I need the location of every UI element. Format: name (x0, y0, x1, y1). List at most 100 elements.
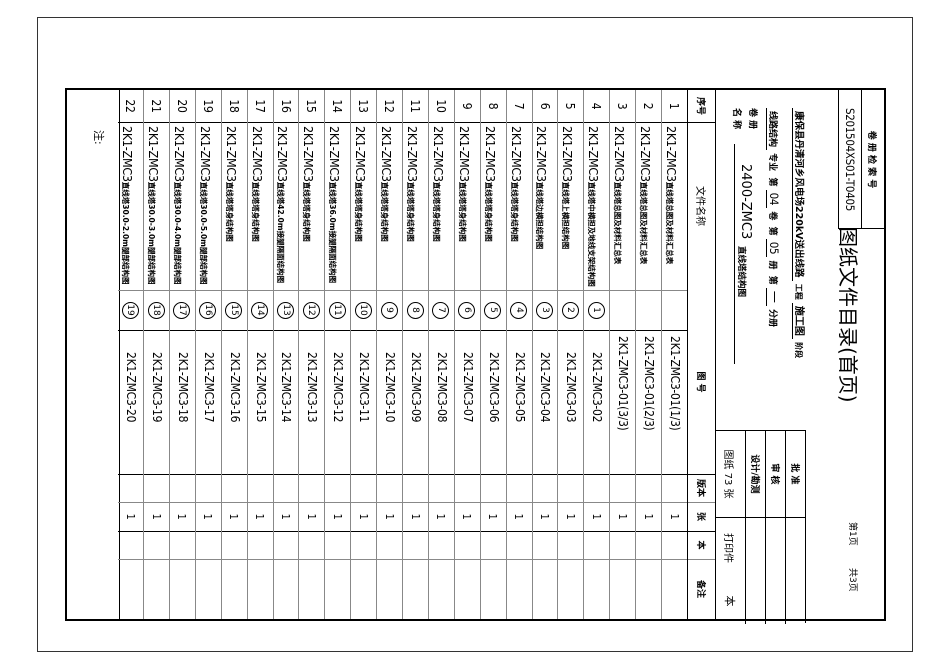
volume-name-code: 2400-ZMC3 (738, 164, 753, 240)
row-number: 18 (226, 99, 241, 113)
row-number: 6 (537, 102, 552, 110)
sheet-count: 1 (460, 513, 474, 520)
file-name: 2K1-ZMC3直线塔总图及材料汇总表 (611, 126, 630, 264)
sub-book-suffix: 分册 (767, 309, 777, 328)
table-row: 1 2K1-ZMC3直线塔总图及材料汇总表 2K1-ZMC3-01(1/3) 1 (662, 90, 688, 619)
sequence-circle: 9 (376, 290, 402, 330)
sequence-circle: 11 (324, 290, 350, 330)
file-title: 直线塔塔身结构图 (224, 181, 234, 242)
sequence-circle: 4 (506, 290, 532, 330)
sequence-number: 9 (380, 301, 398, 319)
file-title: 直线塔塔身结构图 (431, 181, 441, 242)
table-row: 17 2K1-ZMC3直线塔塔身结构图 14 2K1-ZMC3-15 1 (247, 90, 274, 619)
drawing-number: 2K1-ZMC3-06 (486, 352, 501, 423)
index-code-label: 卷 册 检 索 号 (866, 130, 876, 189)
col-header-remarks: 备注 (695, 579, 705, 598)
file-title: 直线塔塔身结构图 (302, 181, 312, 242)
row-number: 7 (511, 102, 526, 110)
table-row: 6 2K1-ZMC3直线塔边横担结构图 3 2K1-ZMC3-04 1 (532, 90, 559, 619)
file-name: 2K1-ZMC3直线塔总图及材料汇总表 (663, 126, 682, 264)
table-row: 8 2K1-ZMC3直线塔塔身结构图 5 2K1-ZMC3-06 1 (480, 90, 507, 619)
col-header-copies: 本 (695, 540, 705, 550)
file-title: 直线塔30.0-2.0m腿部结构图 (121, 181, 131, 285)
row-number: 8 (485, 102, 500, 110)
sequence-circle: 15 (221, 290, 247, 330)
file-code: 2K1-ZMC3 (249, 126, 265, 182)
table-row: 20 2K1-ZMC3直线塔30.0-4.0m腿部结构图 17 2K1-ZMC3-18… (170, 90, 196, 619)
design-label: 设计/勘测 (749, 454, 759, 494)
file-title: 直线塔塔身结构图 (250, 181, 260, 242)
file-code: 2K1-ZMC3 (638, 126, 654, 182)
file-name: 2K1-ZMC3直线塔30.0-2.0m腿部结构图 (119, 126, 138, 284)
sequence-number: 15 (225, 301, 243, 319)
print-unit: 本 (723, 595, 736, 607)
notes-label: 注: (92, 130, 105, 145)
stage: 施工图 (792, 302, 804, 339)
sheet-count: 1 (175, 513, 189, 520)
table-row: 12 2K1-ZMC3直线塔塔身结构图 9 2K1-ZMC3-10 1 (376, 90, 404, 619)
drawing-number: 2K1-ZMC3-17 (201, 352, 216, 423)
project-suffix: 工程 (794, 283, 803, 300)
sequence-number: 18 (147, 301, 165, 319)
file-title: 直线塔塔身结构图 (457, 181, 467, 242)
file-name: 2K1-ZMC3直线塔上横担结构图 (559, 126, 578, 249)
project-name: 康保县丹清河乡风电场220kV送出线路 (792, 108, 804, 281)
file-code: 2K1-ZMC3 (664, 126, 679, 182)
volume-name-label-2: 名 称 (731, 108, 741, 130)
sequence-number: 19 (121, 301, 139, 319)
sheet-count: 1 (589, 513, 603, 520)
file-code: 2K1-ZMC3 (379, 126, 395, 182)
file-title: 直线塔上横担结构图 (561, 181, 571, 250)
print-label: 打印件 (722, 533, 734, 563)
row-number: 12 (382, 99, 397, 113)
book-number: 05 (766, 238, 781, 258)
file-title: 直线塔总图及材料汇总表 (639, 181, 649, 265)
sequence-circle: 10 (350, 290, 376, 330)
sheet-count: 1 (382, 513, 396, 520)
sheet-count: 1 (486, 513, 500, 520)
sequence-circle: 14 (247, 290, 273, 330)
sheet-count: 1 (123, 513, 137, 520)
drawing-number: 2K1-ZMC3-15 (253, 352, 268, 423)
sequence-number: 16 (199, 301, 217, 319)
drawing-number: 2K1-ZMC3-10 (383, 352, 398, 423)
drawing-number: 2K1-ZMC3-01(2/3) (642, 336, 657, 431)
table-row: 10 2K1-ZMC3直线塔塔身结构图 7 2K1-ZMC3-08 1 (429, 90, 455, 619)
sequence-number: 10 (354, 301, 372, 319)
file-title: 直线塔边横担结构图 (535, 181, 545, 250)
file-name: 2K1-ZMC3直线塔塔身结构图 (404, 126, 423, 242)
sequence-number: 17 (173, 301, 191, 319)
drawing-number: 2K1-ZMC3-18 (175, 352, 190, 423)
drawing-number: 2K1-ZMC3-14 (279, 352, 294, 423)
file-title: 直线塔塔身结构图 (380, 181, 390, 242)
file-title: 直线塔总图及材料汇总表 (613, 181, 623, 265)
drawing-number: 2K1-ZMC3-09 (409, 352, 423, 423)
sequence-circle: 13 (273, 290, 299, 330)
sheet-count: 1 (330, 513, 344, 520)
sequence-number: 13 (277, 301, 295, 319)
file-code: 2K1-ZMC3 (146, 126, 161, 182)
table-row: 11 2K1-ZMC3直线塔塔身结构图 8 2K1-ZMC3-09 1 (403, 90, 429, 619)
project-line: 康保县丹清河乡风电场220kV送出线路 工程 施工图 阶段 (792, 108, 808, 358)
row-number: 21 (149, 99, 164, 113)
sequence-circle: 12 (299, 290, 325, 330)
table-row: 2 2K1-ZMC3直线塔总图及材料汇总表 2K1-ZMC3-01(2/3) 1 (636, 90, 663, 619)
file-name: 2K1-ZMC3直线塔30.0-3.0m腿部结构图 (145, 126, 164, 284)
review-label: 审 核 (769, 463, 779, 485)
row-number: 16 (278, 99, 293, 113)
row-number: 5 (563, 102, 578, 110)
file-title: 直线塔总图及材料汇总表 (665, 181, 674, 265)
drawing-number: 2K1-ZMC3-04 (538, 352, 553, 423)
file-name: 2K1-ZMC3直线塔30.0-5.0m腿部结构图 (197, 126, 216, 284)
file-name: 2K1-ZMC3直线塔30.0-4.0m腿部结构图 (171, 126, 190, 284)
file-title: 直线塔42.0m接腿隔面结构图 (276, 181, 286, 284)
file-title: 直线塔塔身结构图 (483, 181, 493, 242)
sheet-count: 1 (434, 513, 448, 520)
file-title: 直线塔中横担及地线支架结构图 (587, 181, 597, 287)
sheet-count: 1 (667, 513, 681, 520)
discipline-line: 线路结构 专业 第 04 卷 第 05 册 第 一 分册 (766, 108, 783, 327)
file-code: 2K1-ZMC3 (353, 126, 369, 182)
sheet-count: 1 (304, 513, 318, 520)
file-name: 2K1-ZMC3直线塔36.0m接腿隔面结构图 (326, 126, 345, 283)
col-header-no: 序号 (695, 96, 705, 115)
